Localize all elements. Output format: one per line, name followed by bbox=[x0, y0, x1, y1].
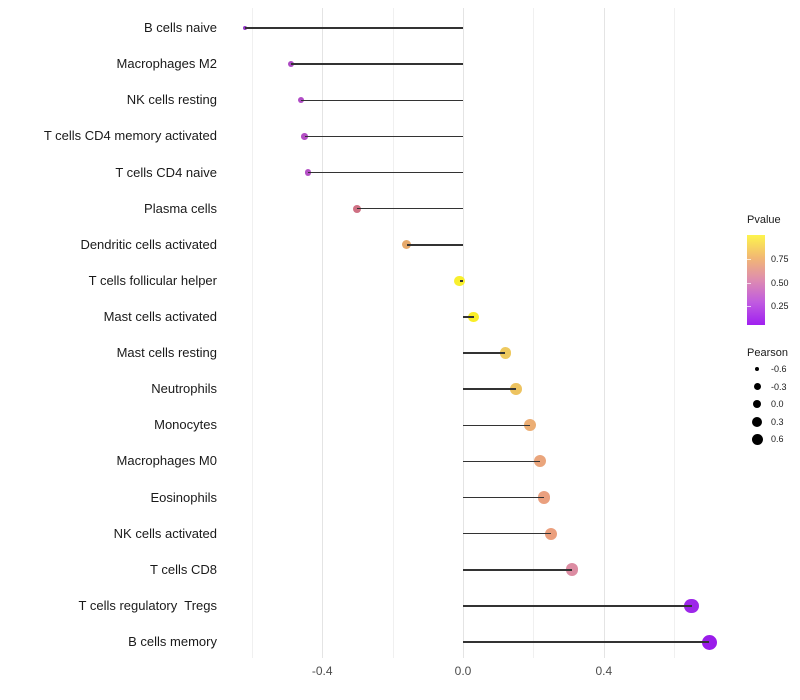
category-label: Monocytes bbox=[154, 417, 217, 433]
pearson-legend-dot bbox=[751, 433, 763, 445]
stem-line bbox=[301, 99, 463, 101]
category-label: Mast cells activated bbox=[103, 309, 217, 324]
data-point bbox=[297, 97, 305, 104]
stem-line bbox=[463, 532, 551, 535]
pearson-legend-title: Pearson bbox=[747, 347, 788, 359]
colorbar-tick-label: 0.75 bbox=[771, 254, 789, 264]
stem-line bbox=[463, 424, 530, 427]
stem-line bbox=[357, 207, 463, 210]
stem-line bbox=[406, 244, 463, 246]
category-label: T cells CD4 naive bbox=[115, 164, 217, 180]
pearson-legend-label: -0.6 bbox=[771, 364, 787, 374]
pvalue-legend-title: Pvalue bbox=[747, 214, 781, 226]
gridline-minor bbox=[251, 8, 253, 658]
gridline-minor bbox=[392, 8, 394, 658]
stem-line bbox=[463, 605, 692, 607]
colorbar-tick bbox=[747, 259, 751, 260]
colorbar-tick bbox=[747, 306, 751, 307]
pearson-legend-label: 0.6 bbox=[771, 434, 784, 444]
stem-line bbox=[463, 460, 541, 463]
stem-line bbox=[308, 171, 463, 174]
data-point bbox=[499, 347, 511, 359]
data-point bbox=[534, 455, 547, 468]
data-point bbox=[701, 634, 717, 650]
pearson-legend-dot bbox=[752, 399, 762, 409]
category-label: T cells CD4 memory activated bbox=[43, 128, 217, 144]
gridline-minor bbox=[674, 8, 676, 658]
colorbar-tick-label: 0.25 bbox=[771, 301, 789, 311]
category-label: B cells naive bbox=[144, 20, 217, 35]
pvalue-colorbar bbox=[747, 235, 765, 325]
gridline-minor bbox=[533, 8, 535, 658]
x-tick-label: 0.4 bbox=[595, 664, 613, 678]
category-label: Dendritic cells activated bbox=[80, 236, 217, 252]
x-tick-label: -0.4 bbox=[311, 664, 333, 678]
category-label: T cells CD8 bbox=[150, 561, 217, 577]
colorbar-tick bbox=[747, 283, 751, 284]
data-point bbox=[523, 419, 536, 432]
pearson-legend-label: 0.0 bbox=[771, 399, 784, 409]
gridline-major bbox=[322, 8, 324, 658]
stem-line bbox=[459, 280, 463, 282]
category-label: T cells regulatory Tregs bbox=[78, 597, 217, 613]
stem-line bbox=[463, 496, 544, 499]
category-label: B cells memory bbox=[128, 634, 217, 649]
pearson-legend-dot bbox=[753, 383, 761, 390]
x-tick-label: 0.0 bbox=[454, 664, 472, 678]
gridline-major bbox=[603, 8, 605, 658]
stem-line bbox=[463, 316, 474, 318]
colorbar-tick-label: 0.50 bbox=[771, 278, 789, 288]
category-label: T cells follicular helper bbox=[88, 272, 217, 288]
pearson-legend-label: -0.3 bbox=[771, 381, 787, 392]
stem-line bbox=[304, 135, 463, 138]
stem-line bbox=[244, 27, 463, 29]
data-point bbox=[454, 275, 465, 287]
category-label: NK cells resting bbox=[126, 92, 217, 108]
category-label: Neutrophils bbox=[151, 381, 217, 397]
category-label: Macrophages M2 bbox=[116, 56, 217, 72]
stem-line bbox=[463, 388, 516, 390]
pearson-legend-dot bbox=[755, 367, 759, 371]
stem-line bbox=[463, 641, 710, 643]
pearson-legend-dot bbox=[752, 416, 762, 427]
category-label: Macrophages M0 bbox=[116, 453, 217, 469]
pearson-legend-label: 0.3 bbox=[771, 416, 784, 427]
category-label: Plasma cells bbox=[144, 200, 217, 216]
category-label: NK cells activated bbox=[113, 525, 217, 541]
category-label: Mast cells resting bbox=[116, 345, 217, 361]
category-label: Eosinophils bbox=[150, 489, 218, 505]
stem-line bbox=[290, 63, 463, 65]
stem-line bbox=[463, 569, 573, 571]
gridline-major bbox=[463, 8, 464, 658]
stem-line bbox=[463, 352, 506, 354]
